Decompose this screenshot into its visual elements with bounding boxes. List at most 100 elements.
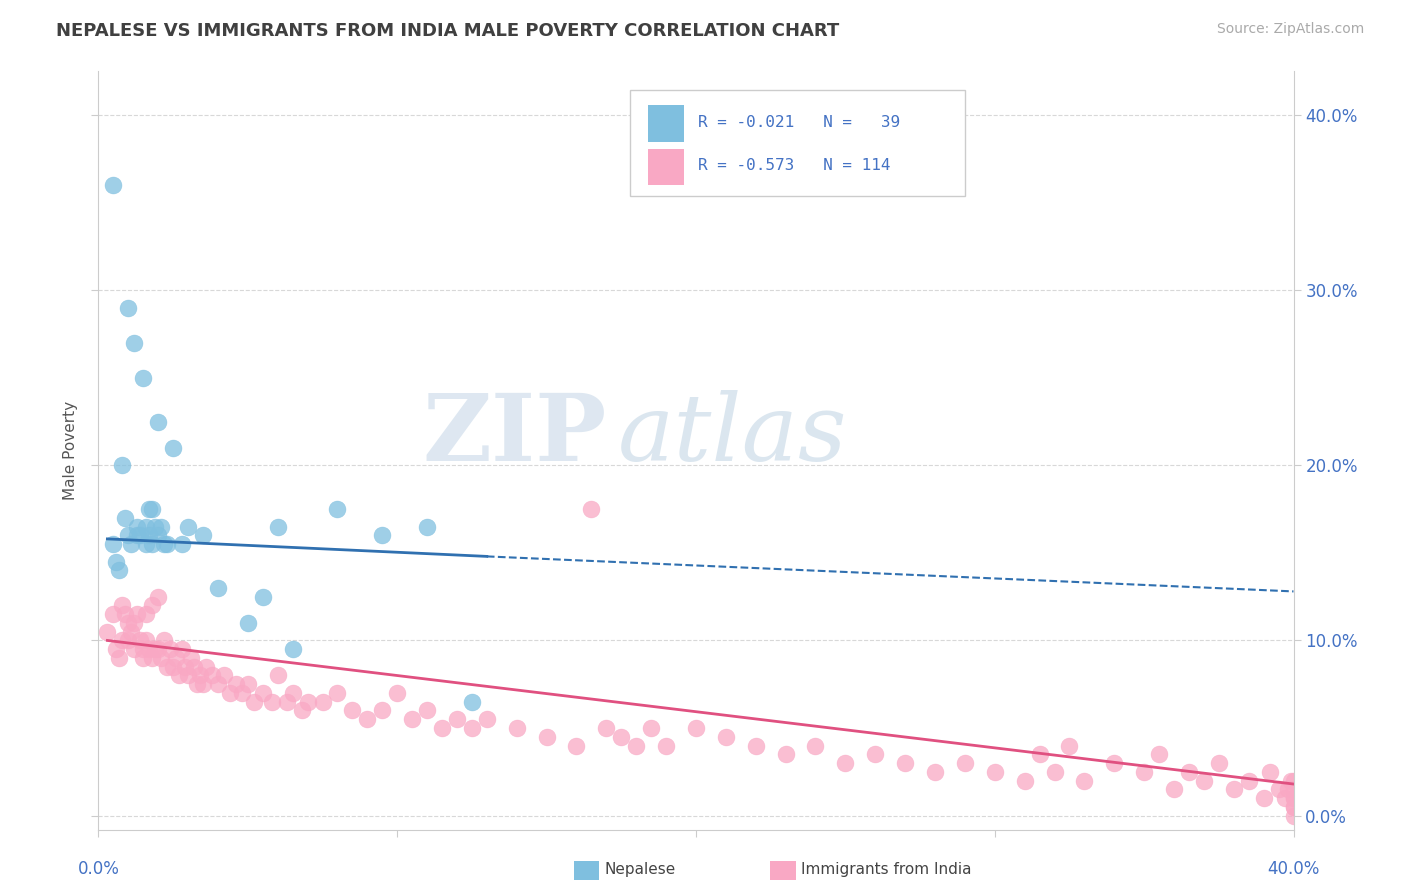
Point bbox=[1073, 773, 1095, 788]
Point bbox=[610, 730, 633, 744]
Point bbox=[565, 739, 588, 753]
Point bbox=[1282, 791, 1305, 805]
Point bbox=[640, 721, 662, 735]
Point bbox=[401, 712, 423, 726]
Point bbox=[984, 764, 1007, 779]
Point bbox=[342, 704, 364, 718]
Point bbox=[236, 677, 259, 691]
Point bbox=[416, 519, 439, 533]
Point bbox=[714, 730, 737, 744]
Point bbox=[297, 695, 319, 709]
Point bbox=[865, 747, 887, 762]
Point bbox=[148, 415, 170, 429]
Point bbox=[135, 519, 157, 533]
Point bbox=[260, 695, 283, 709]
Point bbox=[162, 659, 184, 673]
Point bbox=[219, 686, 242, 700]
Point bbox=[281, 642, 304, 657]
Point bbox=[595, 721, 617, 735]
Point bbox=[148, 642, 170, 657]
Point bbox=[124, 642, 146, 657]
Point bbox=[430, 721, 453, 735]
Point bbox=[1282, 799, 1305, 814]
Point bbox=[174, 659, 197, 673]
Point bbox=[117, 301, 139, 315]
Point bbox=[156, 537, 179, 551]
Point bbox=[685, 721, 707, 735]
Point bbox=[124, 335, 146, 350]
Point bbox=[186, 677, 208, 691]
Point bbox=[108, 651, 131, 665]
Point bbox=[1237, 773, 1260, 788]
Point bbox=[326, 686, 349, 700]
Point bbox=[105, 642, 128, 657]
Point bbox=[111, 458, 134, 473]
Point bbox=[127, 607, 149, 622]
Point bbox=[120, 537, 142, 551]
Point bbox=[446, 712, 468, 726]
Text: Source: ZipAtlas.com: Source: ZipAtlas.com bbox=[1216, 22, 1364, 37]
Point bbox=[103, 537, 125, 551]
Point bbox=[141, 599, 163, 613]
Point bbox=[356, 712, 378, 726]
Point bbox=[201, 668, 224, 682]
Point bbox=[129, 633, 152, 648]
Point bbox=[141, 651, 163, 665]
Point bbox=[267, 519, 290, 533]
Point bbox=[111, 599, 134, 613]
Point bbox=[291, 704, 314, 718]
Point bbox=[195, 659, 218, 673]
Y-axis label: Male Poverty: Male Poverty bbox=[63, 401, 79, 500]
Point bbox=[138, 528, 160, 542]
Point bbox=[135, 633, 157, 648]
Text: atlas: atlas bbox=[619, 391, 848, 480]
Text: Nepalese: Nepalese bbox=[605, 863, 676, 877]
Point bbox=[416, 704, 439, 718]
Point bbox=[148, 590, 170, 604]
Point bbox=[172, 537, 194, 551]
Point bbox=[167, 668, 190, 682]
Point bbox=[1178, 764, 1201, 779]
Point bbox=[129, 528, 152, 542]
Point bbox=[1277, 782, 1299, 797]
Point bbox=[231, 686, 253, 700]
Point bbox=[1059, 739, 1081, 753]
Point bbox=[475, 712, 498, 726]
Point bbox=[581, 502, 603, 516]
Point bbox=[135, 607, 157, 622]
Point bbox=[207, 581, 229, 595]
Bar bbox=[648, 105, 685, 142]
Point bbox=[183, 659, 205, 673]
Point bbox=[177, 519, 200, 533]
Point bbox=[655, 739, 678, 753]
Point bbox=[143, 642, 166, 657]
Text: ZIP: ZIP bbox=[422, 391, 606, 480]
Text: 0.0%: 0.0% bbox=[77, 860, 120, 878]
Point bbox=[111, 633, 134, 648]
Point bbox=[212, 668, 235, 682]
Point bbox=[117, 615, 139, 630]
Point bbox=[153, 537, 176, 551]
Point bbox=[1267, 782, 1289, 797]
Point bbox=[745, 739, 768, 753]
Point bbox=[150, 519, 173, 533]
Point bbox=[461, 721, 484, 735]
Point bbox=[276, 695, 298, 709]
Point bbox=[156, 659, 179, 673]
Point bbox=[894, 756, 917, 770]
Point bbox=[1282, 791, 1305, 805]
Point bbox=[180, 651, 202, 665]
Point bbox=[207, 677, 229, 691]
Point bbox=[243, 695, 266, 709]
Point bbox=[225, 677, 247, 691]
Point bbox=[162, 441, 184, 455]
Point bbox=[117, 528, 139, 542]
Point bbox=[105, 555, 128, 569]
Point bbox=[1258, 764, 1281, 779]
Point bbox=[1192, 773, 1215, 788]
Point bbox=[138, 502, 160, 516]
Point bbox=[626, 739, 648, 753]
Point bbox=[117, 633, 139, 648]
Point bbox=[311, 695, 333, 709]
Point bbox=[461, 695, 484, 709]
